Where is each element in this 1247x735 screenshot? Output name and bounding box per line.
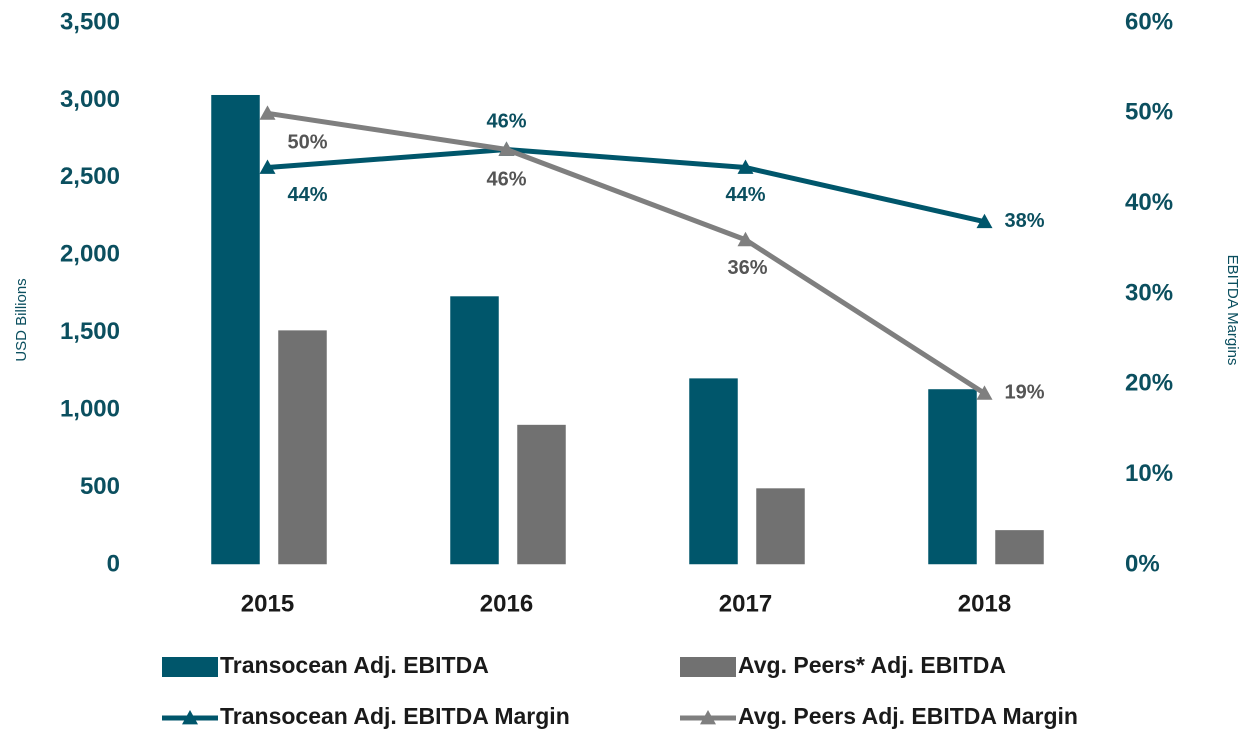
data-label: 38% xyxy=(1005,210,1045,232)
y2-tick-label: 10% xyxy=(1125,460,1173,487)
y2-tick-label: 20% xyxy=(1125,370,1173,397)
line-marker xyxy=(259,159,276,174)
bar xyxy=(276,328,329,566)
data-label: 46% xyxy=(486,111,526,133)
line xyxy=(267,110,986,396)
y-axis-title: USD Billions xyxy=(13,278,30,361)
line-marker xyxy=(737,159,754,174)
bar xyxy=(515,423,568,566)
bar xyxy=(209,93,262,566)
line xyxy=(267,146,986,225)
y-tick-label: 3,500 xyxy=(60,8,120,35)
x-tick-label: 2017 xyxy=(719,590,772,617)
line-marker xyxy=(259,105,276,120)
legend-label: Transocean Adj. EBITDA Margin xyxy=(220,703,570,729)
data-label: 44% xyxy=(288,184,328,206)
data-label: 36% xyxy=(727,257,767,279)
y2-tick-label: 60% xyxy=(1125,8,1173,35)
line-marker xyxy=(498,141,515,156)
y2-axis-title: EBITDA Margins xyxy=(1224,255,1241,366)
legend-swatch xyxy=(162,657,218,677)
bar xyxy=(926,387,979,566)
bar xyxy=(754,486,807,566)
legend-swatch-marker xyxy=(700,710,716,725)
bar xyxy=(687,376,740,566)
x-tick-label: 2016 xyxy=(480,590,533,617)
y2-tick-label: 40% xyxy=(1125,189,1173,216)
y-tick-label: 500 xyxy=(80,473,120,500)
legend-label: Avg. Peers* Adj. EBITDA xyxy=(738,652,1006,678)
x-tick-label: 2015 xyxy=(241,590,294,617)
y2-tick-label: 50% xyxy=(1125,99,1173,126)
data-label: 19% xyxy=(1005,382,1045,404)
y2-tick-label: 30% xyxy=(1125,279,1173,306)
y-tick-label: 3,000 xyxy=(60,86,120,113)
line-marker xyxy=(976,385,993,400)
bar xyxy=(448,294,501,566)
y-tick-label: 2,500 xyxy=(60,163,120,190)
legend-label: Transocean Adj. EBITDA xyxy=(220,652,489,678)
legend-swatch-marker xyxy=(182,710,198,725)
y-tick-label: 1,000 xyxy=(60,395,120,422)
legend-label: Avg. Peers Adj. EBITDA Margin xyxy=(738,703,1078,729)
x-tick-label: 2018 xyxy=(958,590,1011,617)
y-tick-label: 0 xyxy=(107,550,120,577)
y-tick-label: 2,000 xyxy=(60,241,120,268)
data-label: 50% xyxy=(288,132,328,154)
data-label: 44% xyxy=(725,184,765,206)
data-label: 46% xyxy=(486,169,526,191)
line-marker xyxy=(737,231,754,247)
bar xyxy=(993,528,1046,566)
y-tick-label: 1,500 xyxy=(60,318,120,345)
legend-swatch xyxy=(680,657,736,677)
y2-tick-label: 0% xyxy=(1125,550,1160,577)
line-marker xyxy=(976,213,993,229)
